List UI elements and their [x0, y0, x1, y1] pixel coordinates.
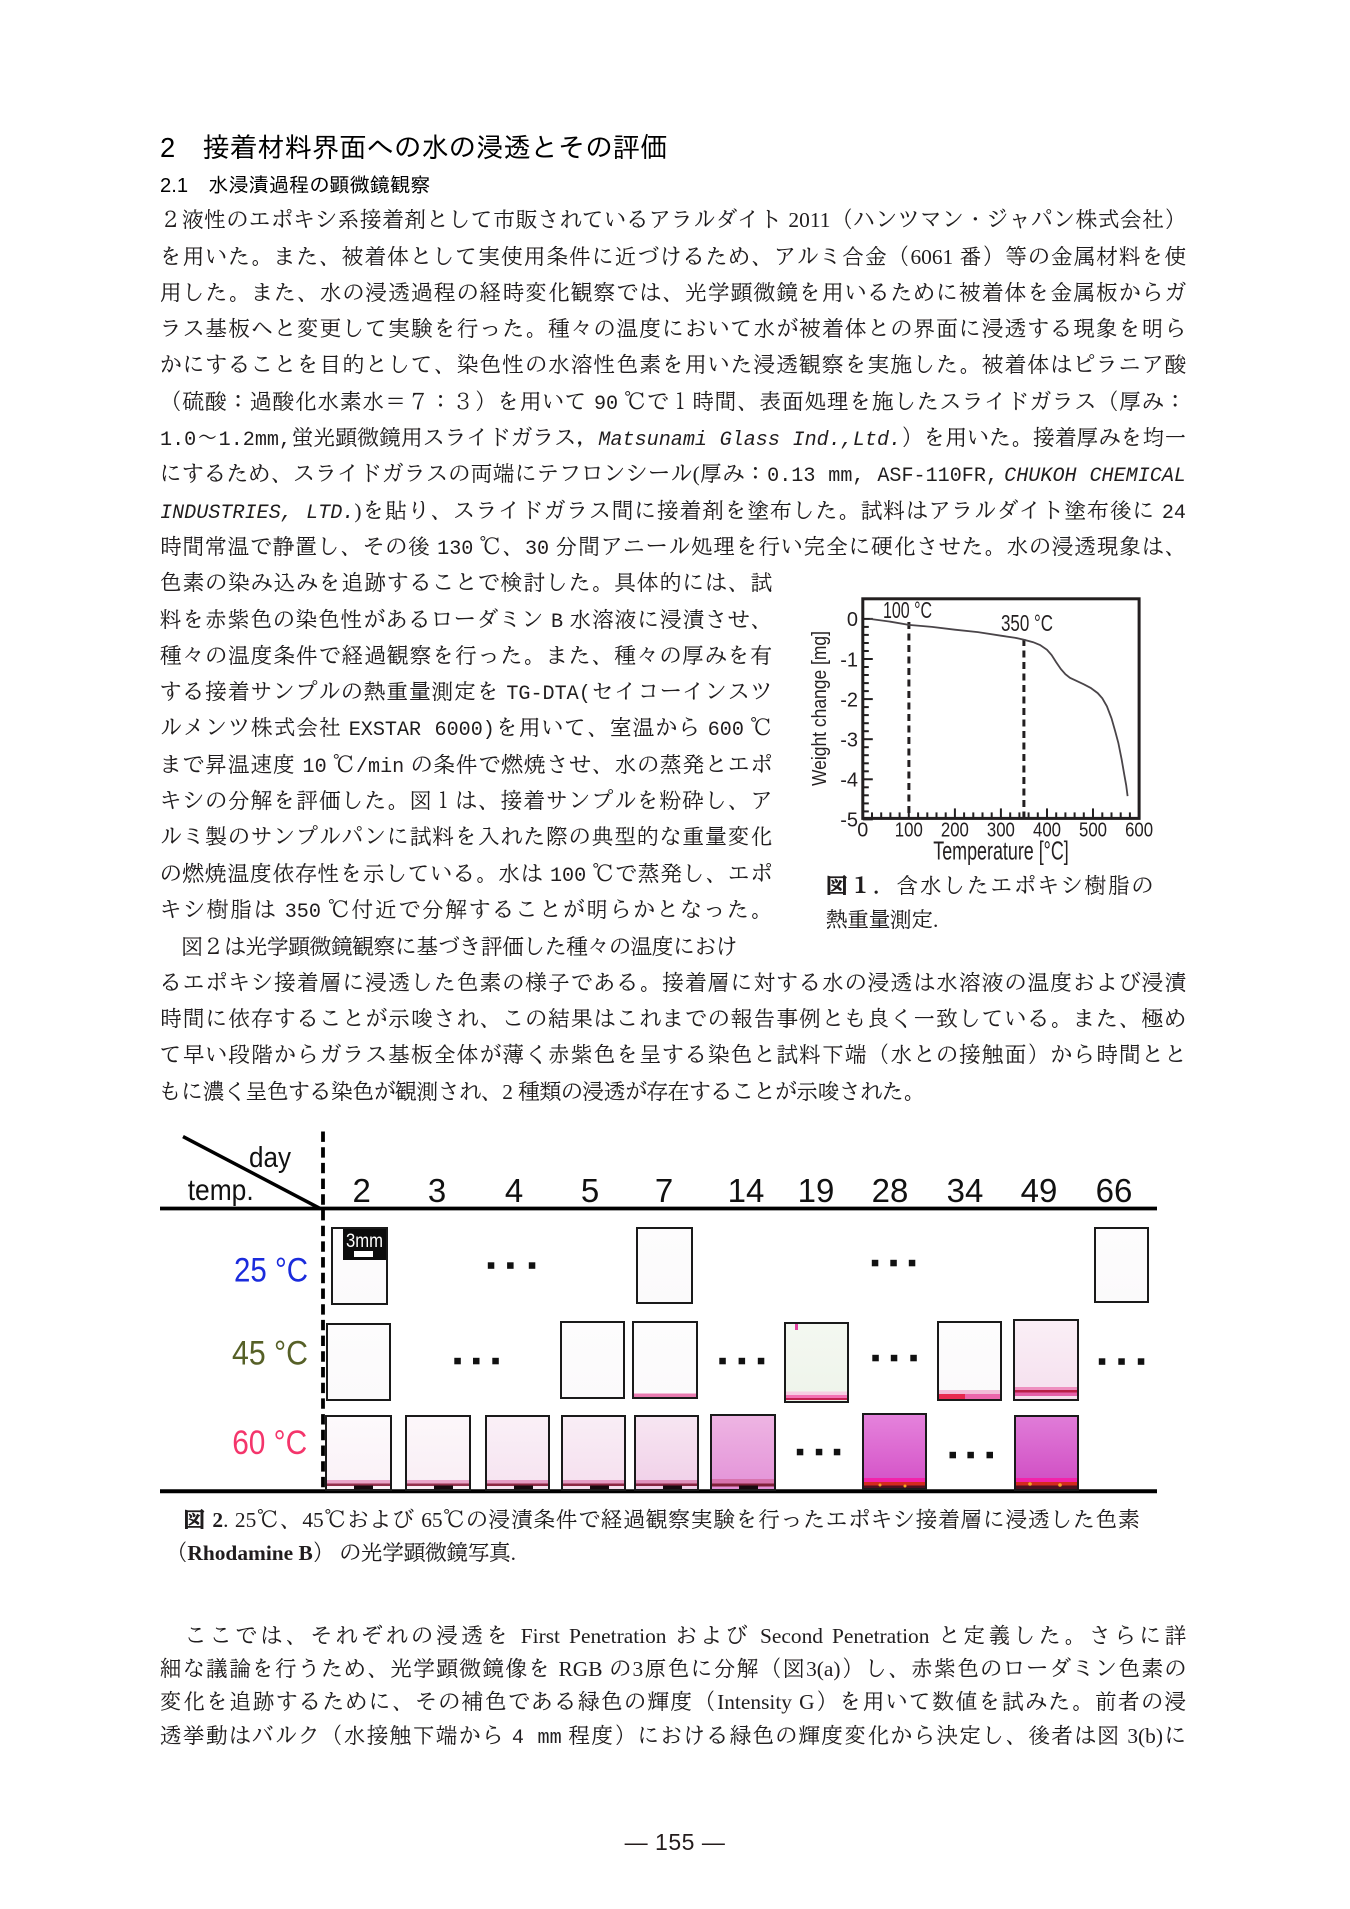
svg-text:66: 66	[1096, 1172, 1133, 1209]
svg-text:-5: -5	[840, 810, 858, 832]
svg-text:5: 5	[581, 1172, 599, 1209]
svg-text:day: day	[249, 1142, 291, 1174]
svg-text:temp.: temp.	[188, 1174, 254, 1207]
svg-text:7: 7	[655, 1172, 673, 1209]
svg-text:500: 500	[1079, 820, 1107, 842]
svg-text:400: 400	[1033, 820, 1061, 842]
svg-text:100: 100	[895, 820, 923, 842]
svg-text:0: 0	[847, 609, 858, 631]
svg-text:2: 2	[353, 1172, 371, 1209]
svg-text:Weight change [mg]: Weight change [mg]	[809, 631, 831, 786]
svg-text:49: 49	[1021, 1172, 1058, 1209]
svg-text:4: 4	[505, 1172, 523, 1209]
svg-text:-3: -3	[840, 730, 858, 752]
svg-text:60 °C: 60 °C	[232, 1424, 307, 1462]
svg-text:600: 600	[1125, 820, 1153, 842]
svg-text:-4: -4	[840, 770, 858, 792]
svg-text:300: 300	[987, 820, 1015, 842]
svg-text:45 °C: 45 °C	[232, 1335, 308, 1373]
svg-text:25 °C: 25 °C	[234, 1252, 308, 1290]
svg-text:350 °C: 350 °C	[1001, 610, 1053, 636]
svg-text:3mm: 3mm	[346, 1231, 383, 1252]
svg-text:14: 14	[728, 1172, 765, 1209]
svg-text:-2: -2	[840, 689, 858, 711]
svg-text:3: 3	[428, 1172, 446, 1209]
svg-text:28: 28	[872, 1172, 909, 1209]
svg-text:200: 200	[941, 820, 969, 842]
svg-text:Temperature [°C]: Temperature [°C]	[933, 836, 1069, 866]
svg-text:100 °C: 100 °C	[883, 597, 932, 623]
svg-text:34: 34	[947, 1172, 984, 1209]
svg-text:0: 0	[857, 820, 868, 842]
svg-text:-1: -1	[840, 649, 858, 671]
svg-text:19: 19	[798, 1172, 835, 1209]
